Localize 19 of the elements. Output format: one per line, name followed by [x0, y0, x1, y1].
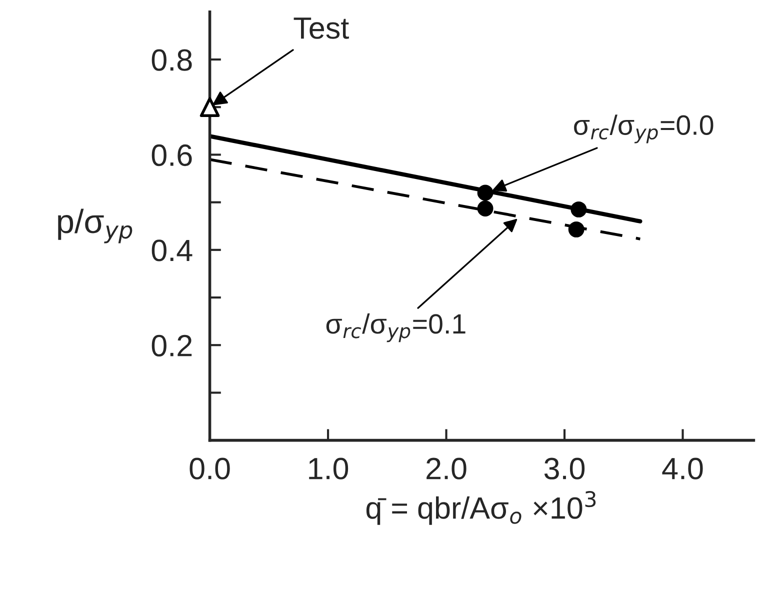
y-tick-label: 0.8: [152, 49, 192, 71]
point: [477, 184, 494, 201]
annotation: Test: [294, 18, 349, 39]
point: [200, 97, 220, 117]
x-tick-label: 0.0: [190, 458, 230, 480]
x-tick-label: 1.0: [309, 458, 348, 480]
y-tick-label: 0.4: [152, 240, 192, 262]
point: [568, 221, 584, 238]
text: σ$_{rc}$/σ$_{yp}$=0.1: [326, 313, 466, 342]
x-tick-label: 2.0: [426, 458, 466, 480]
y-tick-label: 0.6: [152, 144, 192, 166]
x-tick-label: 4.0: [662, 458, 703, 480]
y-tick-label: 0.2: [152, 334, 192, 356]
point: [570, 201, 587, 218]
point: [477, 200, 494, 216]
x-axis-title: q̄ = qbr/Aσ$_{o}$ ×10$^{3}$: [366, 491, 596, 525]
text: σ$_{rc}$/σ$_{yp}$=0.0: [574, 114, 714, 144]
y-axis-title: p/σ$_{yp}$: [58, 208, 132, 244]
x-tick-label: 3.0: [544, 458, 585, 480]
